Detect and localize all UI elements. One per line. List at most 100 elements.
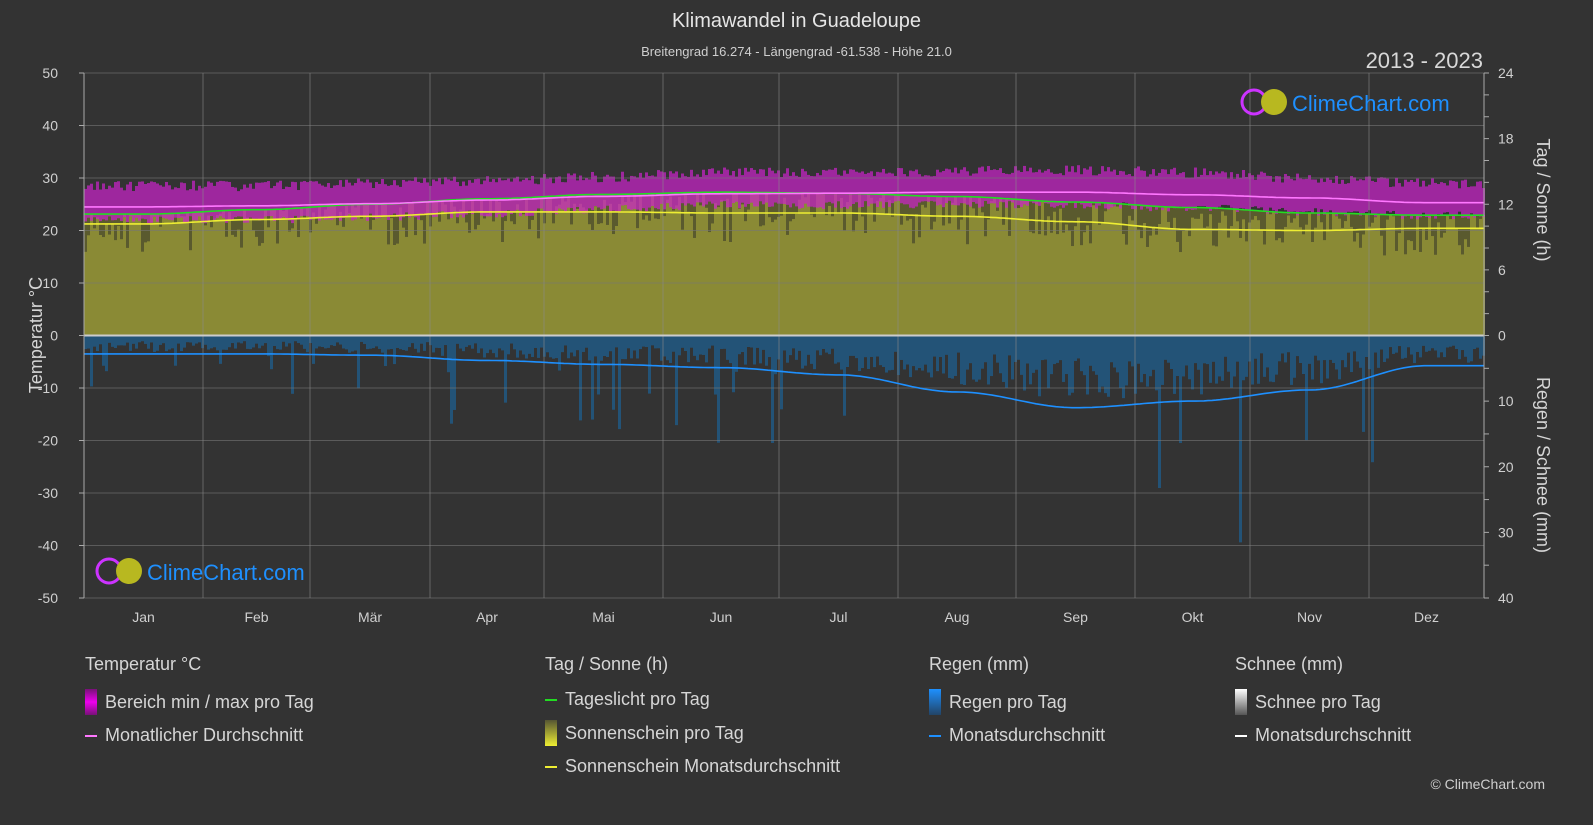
sunshine-bar (873, 221, 876, 336)
sunshine-bar (1065, 224, 1068, 336)
rain-bar (576, 335, 579, 351)
rain-bar (1221, 335, 1224, 381)
temp-range-bar (921, 176, 924, 202)
rain-bar (519, 335, 522, 351)
temp-range-bar (768, 167, 771, 207)
temp-range-bar (105, 189, 108, 221)
rain-bar (315, 335, 318, 349)
temp-range-bar (306, 182, 309, 217)
rain-bar (573, 335, 576, 357)
rain-bar (495, 335, 498, 358)
sunshine-bar (837, 213, 840, 336)
temp-range-bar (603, 176, 606, 209)
legend-label: Sonnenschein Monatsdurchschnitt (565, 756, 841, 776)
legend-title: Temperatur °C (85, 654, 202, 674)
temp-range-bar (336, 185, 339, 218)
chart-subtitle: Breitengrad 16.274 - Längengrad -61.538 … (641, 44, 952, 59)
rain-bar (348, 335, 351, 353)
sunshine-bar (141, 251, 144, 336)
temp-range-bar (951, 172, 954, 205)
rain-bar (660, 335, 663, 361)
left-tick-label: -10 (38, 380, 58, 396)
temp-range-bar (1077, 165, 1080, 202)
temp-range-bar (1113, 169, 1116, 207)
rain-bar (585, 335, 588, 348)
sunshine-bar (765, 192, 768, 336)
sunshine-bar (270, 209, 273, 336)
temp-range-bar (1098, 173, 1101, 206)
rain-bar (771, 335, 774, 443)
copyright: © ClimeChart.com (1430, 776, 1545, 792)
sunshine-bar (1170, 228, 1173, 336)
rain-bar (336, 335, 339, 343)
sunshine-bar (822, 193, 825, 336)
rain-bar (288, 335, 291, 344)
temp-range-bar (207, 181, 210, 222)
sunshine-bar (453, 206, 456, 336)
rain-bar (1191, 335, 1194, 390)
sunshine-bar (1257, 220, 1260, 336)
rain-bar (483, 335, 486, 358)
rain-bar (102, 335, 105, 366)
rain-bar (807, 335, 810, 355)
temp-range-bar (363, 182, 366, 216)
rain-bar (1122, 335, 1125, 399)
sunshine-bar (627, 194, 630, 336)
temp-range-bar (1086, 169, 1089, 207)
sunshine-bar (147, 241, 150, 336)
sunshine-bar (279, 209, 282, 336)
rain-bar (828, 335, 831, 355)
temp-range-bar (423, 178, 426, 214)
sunshine-bar (693, 237, 696, 336)
rain-bar (1362, 335, 1365, 432)
rain-bar (765, 335, 768, 366)
temp-range-bar (1107, 167, 1110, 210)
rain-bar (1056, 335, 1059, 363)
rain-bar (1380, 335, 1383, 350)
sunshine-bar (420, 220, 423, 336)
rain-mean-swatch (929, 734, 941, 737)
temp-range-bar (1278, 176, 1281, 210)
sunshine-bar (372, 219, 375, 336)
temp-range-bar (639, 172, 642, 211)
sunshine-bar (672, 210, 675, 336)
rain-bar (786, 335, 789, 363)
temp-range-bar (204, 186, 207, 224)
rain-bar (159, 335, 162, 345)
rain-bar (624, 335, 627, 360)
temp-range-bar (1422, 180, 1425, 213)
sunshine-bar (771, 222, 774, 336)
rain-bar (1053, 335, 1056, 365)
temp-range-bar (627, 181, 630, 209)
sunshine-bar (687, 211, 690, 336)
temp-range-bar (756, 173, 759, 207)
temp-range-bar (864, 173, 867, 202)
sunshine-bar (1353, 241, 1356, 336)
month-label: Sep (1063, 609, 1088, 625)
temp-range-bar (285, 186, 288, 219)
sunshine-bar (561, 195, 564, 336)
rain-bar (603, 335, 606, 357)
temp-range-bar (267, 181, 270, 217)
sunshine-bar (786, 234, 789, 336)
sunshine-bar (93, 228, 96, 336)
rain-bar (1176, 335, 1179, 377)
temp-range-bar (1212, 174, 1215, 208)
sunshine-bar (1308, 212, 1311, 336)
sunshine-bar (588, 224, 591, 336)
sunshine-bar (906, 220, 909, 336)
rain-bar (168, 335, 171, 350)
rain-bar (1041, 335, 1044, 361)
right-bottom-tick-label: 20 (1498, 459, 1514, 475)
rain-bar (1281, 335, 1284, 354)
sunshine-bar (1122, 233, 1125, 336)
temp-range-bar (342, 186, 345, 218)
sunshine-bar (390, 218, 393, 336)
sunshine-bar (750, 192, 753, 336)
sunshine-bar (720, 199, 723, 336)
rain-bar (561, 335, 564, 353)
rain-bar (645, 335, 648, 348)
logo-sun-icon (116, 558, 142, 584)
logo-top: ClimeChart.com (1240, 88, 1450, 116)
sunshine-bar (342, 226, 345, 336)
